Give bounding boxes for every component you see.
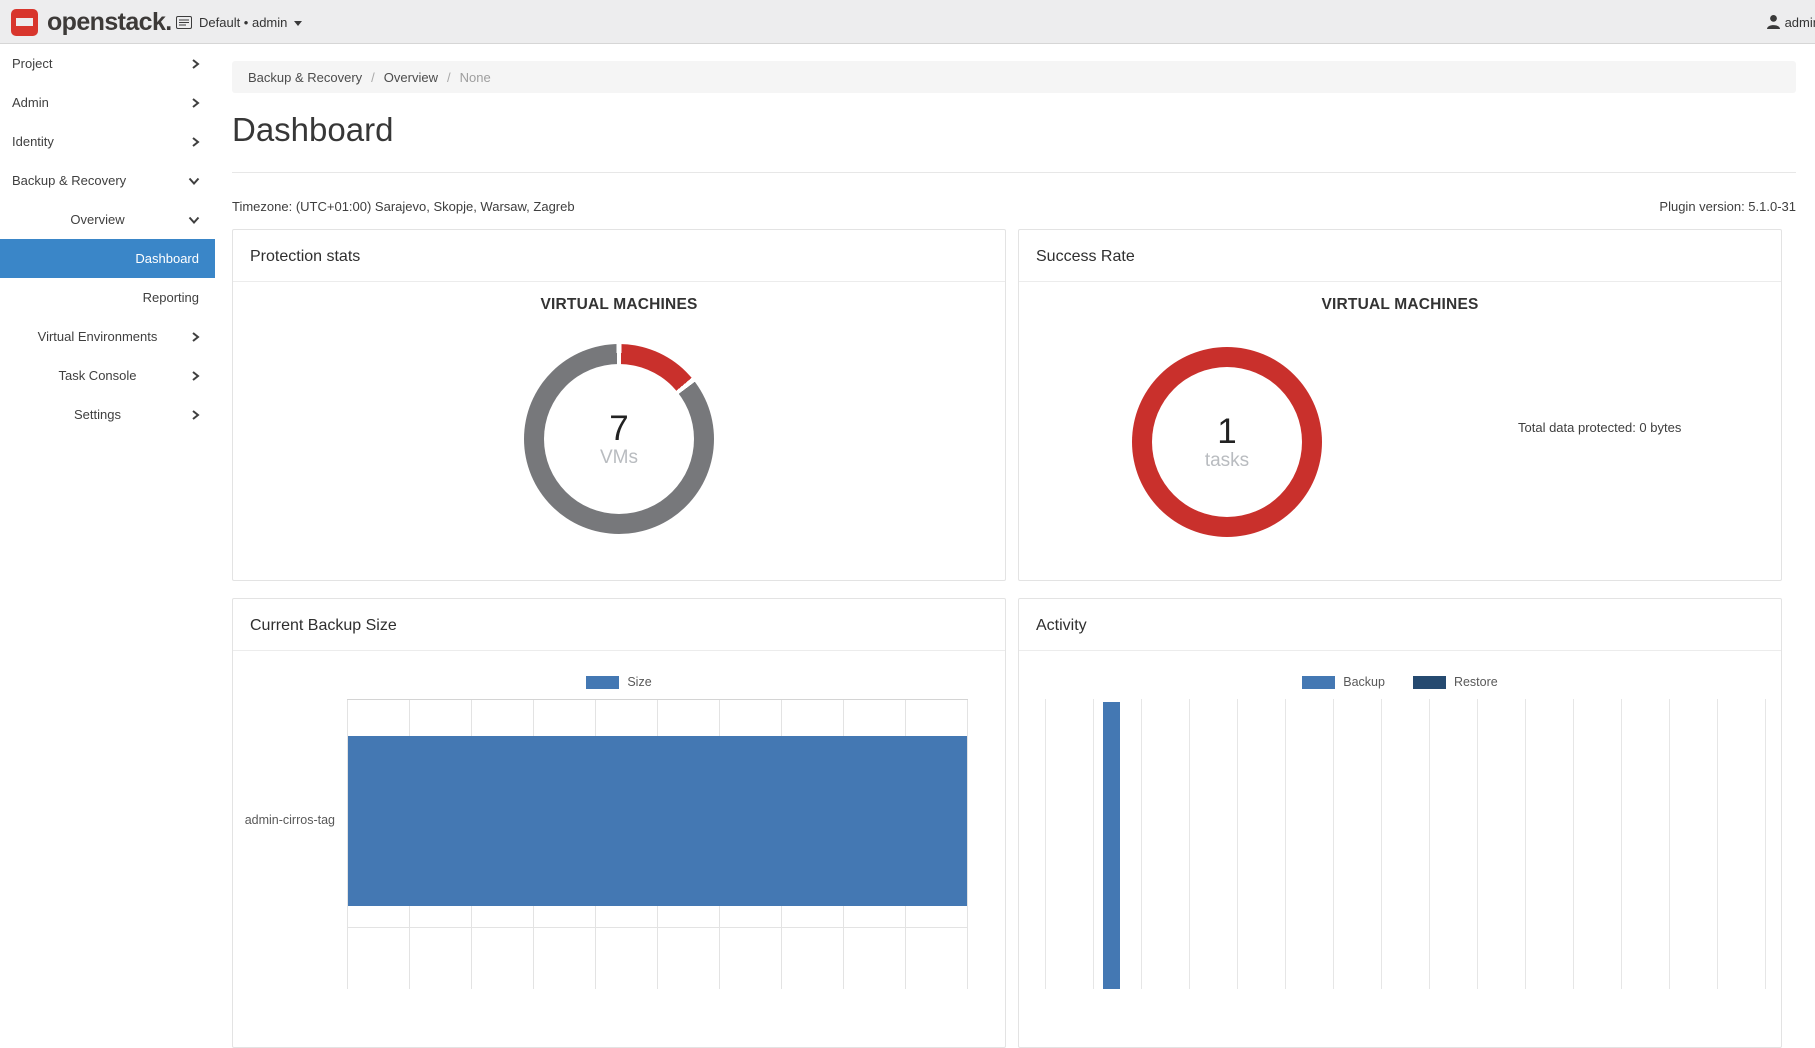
sidebar-item-dashboard[interactable]: Dashboard <box>0 239 215 278</box>
donut-value: 1 <box>1217 414 1236 450</box>
donut-unit: tasks <box>1205 450 1249 471</box>
chart-legend: Size <box>233 675 1005 689</box>
size-legend-swatch <box>586 676 619 689</box>
openstack-brand[interactable]: openstack. <box>11 8 172 37</box>
openstack-logo-icon <box>11 9 38 36</box>
backup-activity-bar <box>1103 702 1120 989</box>
card-title: Success Rate <box>1019 230 1781 282</box>
page-title: Dashboard <box>232 110 1796 150</box>
breadcrumb-backup-recovery[interactable]: Backup & Recovery <box>248 70 362 85</box>
chevron-down-icon <box>188 215 200 224</box>
user-menu[interactable]: admin <box>1767 0 1815 44</box>
user-icon <box>1767 15 1780 29</box>
chart-legend: Backup Restore <box>1019 675 1781 689</box>
chevron-right-icon <box>190 409 200 420</box>
legend-item-restore[interactable]: Restore <box>1413 675 1498 689</box>
card-title: Activity <box>1019 599 1781 651</box>
sidebar-item-reporting[interactable]: Reporting <box>0 278 215 317</box>
success-rate-card: Success Rate VIRTUAL MACHINES 1 tasks To… <box>1018 229 1782 581</box>
user-label: admin <box>1785 15 1815 30</box>
breadcrumb-separator: / <box>447 70 451 85</box>
size-bar <box>348 736 967 906</box>
breadcrumb: Backup & Recovery / Overview / None <box>232 61 1796 93</box>
restore-legend-swatch <box>1413 676 1446 689</box>
sidebar-nav: Project Admin Identity Backup & Recovery… <box>0 44 215 952</box>
chevron-right-icon <box>190 331 200 342</box>
chevron-right-icon <box>190 136 200 147</box>
backup-size-bar-chart: admin-cirros-tag <box>347 699 968 989</box>
activity-bar-chart <box>1045 699 1771 989</box>
legend-item-size[interactable]: Size <box>586 675 651 689</box>
gridline <box>347 927 968 928</box>
total-data-protected-text: Total data protected: 0 bytes <box>1518 420 1681 435</box>
domain-project-switcher[interactable]: Default • admin <box>176 0 302 44</box>
chevron-right-icon <box>190 58 200 69</box>
current-backup-size-card: Current Backup Size Size admin-cirros-ta… <box>232 598 1006 1048</box>
title-divider <box>232 172 1796 173</box>
sidebar-item-virtual-environments[interactable]: Virtual Environments <box>0 317 215 356</box>
sidebar-item-admin[interactable]: Admin <box>0 83 215 122</box>
context-label: Default • admin <box>199 15 287 30</box>
sidebar-item-task-console[interactable]: Task Console <box>0 356 215 395</box>
sidebar-item-backup-recovery[interactable]: Backup & Recovery <box>0 161 215 200</box>
timezone-text: Timezone: (UTC+01:00) Sarajevo, Skopje, … <box>232 199 575 215</box>
chart-title: VIRTUAL MACHINES <box>233 296 1005 314</box>
activity-card: Activity Backup Restore <box>1018 598 1782 1048</box>
legend-item-backup[interactable]: Backup <box>1302 675 1385 689</box>
top-bar: openstack. Default • admin admin <box>0 0 1815 44</box>
card-title: Protection stats <box>233 230 1005 282</box>
donut-unit: VMs <box>600 447 638 468</box>
breadcrumb-none: None <box>460 70 491 85</box>
brand-wordmark: openstack. <box>47 8 172 37</box>
category-label: admin-cirros-tag <box>245 813 335 827</box>
chart-title: VIRTUAL MACHINES <box>1019 296 1781 314</box>
chevron-right-icon <box>190 370 200 381</box>
donut-value: 7 <box>609 411 628 447</box>
caret-down-icon <box>294 21 302 26</box>
main-content: Backup & Recovery / Overview / None Dash… <box>215 44 1815 952</box>
breadcrumb-overview[interactable]: Overview <box>384 70 438 85</box>
protection-donut-chart: 7 VMs <box>524 344 714 534</box>
sidebar-item-identity[interactable]: Identity <box>0 122 215 161</box>
breadcrumb-separator: / <box>371 70 375 85</box>
backup-legend-swatch <box>1302 676 1335 689</box>
sidebar-item-settings[interactable]: Settings <box>0 395 215 434</box>
plugin-version-text: Plugin version: 5.1.0-31 <box>1659 199 1796 215</box>
chevron-down-icon <box>188 176 200 185</box>
card-title: Current Backup Size <box>233 599 1005 651</box>
success-rate-donut-chart: 1 tasks <box>1132 347 1322 537</box>
sidebar-item-overview[interactable]: Overview <box>0 200 215 239</box>
chevron-right-icon <box>190 97 200 108</box>
sidebar-item-project[interactable]: Project <box>0 44 215 83</box>
project-list-icon <box>176 16 192 29</box>
protection-stats-card: Protection stats VIRTUAL MACHINES 7 VMs <box>232 229 1006 581</box>
